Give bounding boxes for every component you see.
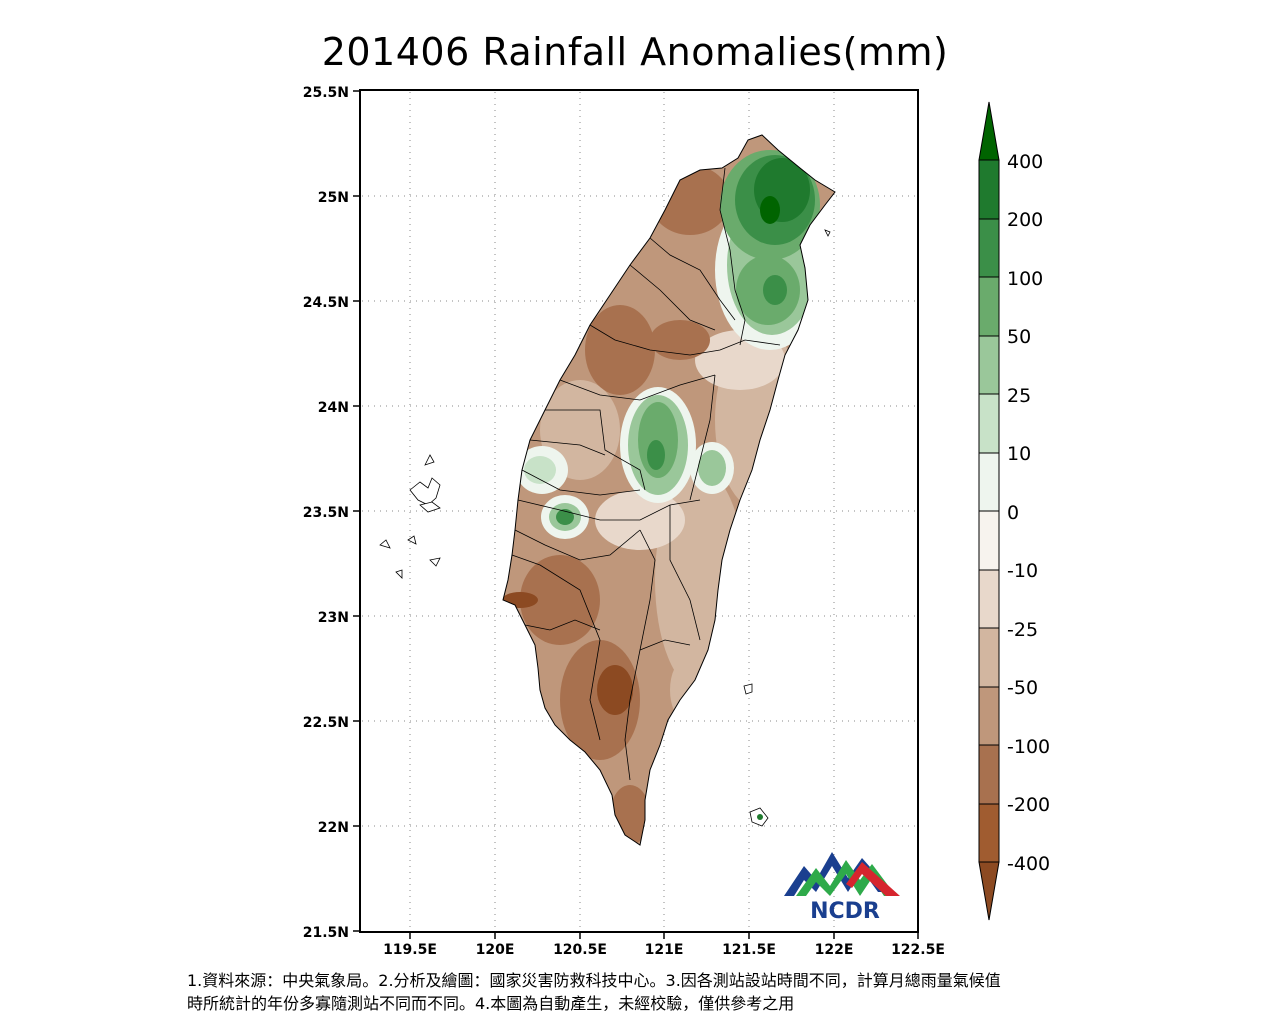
y-tick-label: 23.5N [303, 505, 349, 521]
colorbar-label: -200 [1007, 794, 1050, 816]
colorbar-label: 100 [1007, 268, 1043, 290]
map-title: 201406 Rainfall Anomalies(mm) [321, 30, 949, 74]
y-tick-label: 25N [318, 190, 349, 206]
colorbar-label: 200 [1007, 209, 1043, 231]
y-tick-label: 25.5N [303, 85, 349, 101]
colorbar-label: 50 [1007, 326, 1031, 348]
colorbar-label: -25 [1007, 619, 1038, 641]
x-tick-label: 119.5E [383, 942, 437, 958]
colorbar-label: 25 [1007, 385, 1031, 407]
colorbar-label: -100 [1007, 736, 1050, 758]
y-tick-label: 21.5N [303, 925, 349, 941]
colorbar-label: -50 [1007, 677, 1038, 699]
colorbar-labels: 400 200 100 50 25 10 0 -10 -25 -50 -100 … [1007, 151, 1050, 875]
x-tick-label: 122.5E [891, 942, 945, 958]
x-tick-label: 121E [645, 942, 684, 958]
colorbar-label: -10 [1007, 560, 1038, 582]
colorbar [978, 101, 1000, 921]
tick-marks [353, 90, 919, 939]
colorbar-label: 400 [1007, 151, 1043, 173]
x-axis-labels: 119.5E 120E 120.5E 121E 121.5E 122E 122.… [383, 942, 945, 958]
logo-text: NCDR [810, 899, 880, 924]
footer-notes: 1.資料來源：中央氣象局。2.分析及繪圖：國家災害防救科技中心。3.因各測站設站… [187, 969, 1001, 1015]
y-tick-label: 22.5N [303, 715, 349, 731]
footer-line-2: 時所統計的年份多寡隨測站不同而不同。4.本圖為自動產生，未經校驗，僅供參考之用 [187, 994, 795, 1013]
outlying-islands [379, 229, 831, 827]
colorbar-label: 10 [1007, 443, 1031, 465]
colorbar-label: -400 [1007, 853, 1050, 875]
footer-line-1: 1.資料來源：中央氣象局。2.分析及繪圖：國家災害防救科技中心。3.因各測站設站… [187, 971, 1001, 990]
x-tick-label: 120.5E [553, 942, 607, 958]
y-tick-label: 22N [318, 820, 349, 836]
x-tick-label: 122E [815, 942, 854, 958]
x-tick-label: 121.5E [722, 942, 776, 958]
y-tick-label: 24.5N [303, 295, 349, 311]
ncdr-logo: NCDR [784, 852, 900, 924]
colorbar-label: 0 [1007, 502, 1019, 524]
y-tick-label: 23N [318, 610, 349, 626]
taiwan-island [502, 134, 836, 846]
x-tick-label: 120E [476, 942, 515, 958]
y-tick-label: 24N [318, 400, 349, 416]
y-axis-labels: 25.5N 25N 24.5N 24N 23.5N 23N 22.5N 22N … [303, 85, 349, 941]
